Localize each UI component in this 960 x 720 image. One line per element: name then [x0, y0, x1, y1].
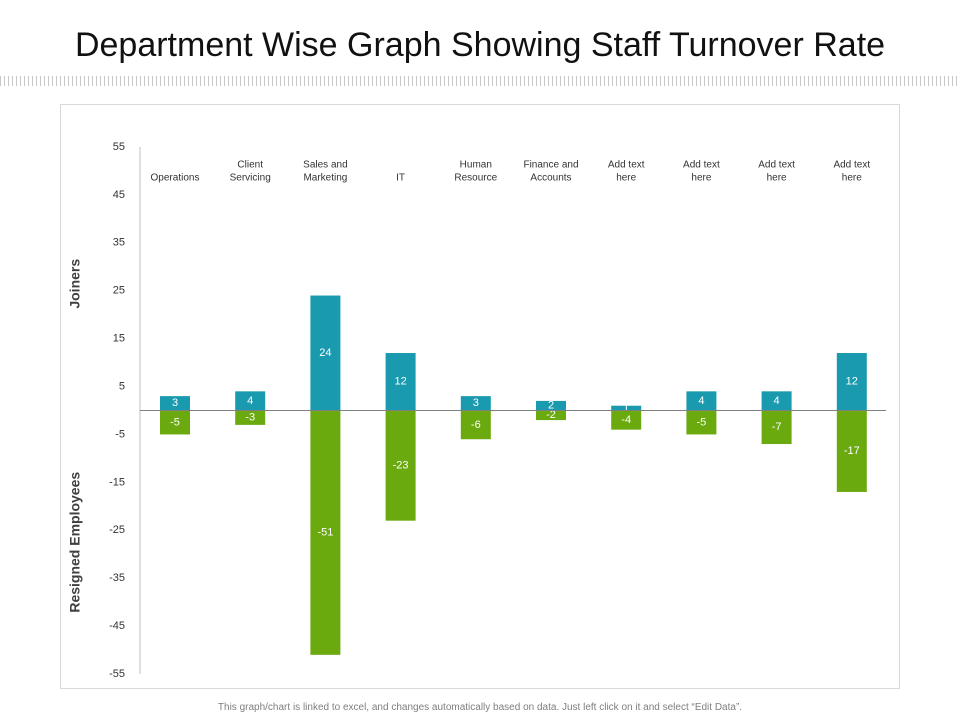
y-axis-title-resigned: Resigned Employees [67, 472, 83, 613]
data-label-resigned: -4 [621, 414, 631, 426]
bar-resigned [686, 410, 717, 435]
category-label: Sales and [303, 160, 347, 171]
data-label-joiners: 1 [623, 402, 629, 414]
y-tick-label: 5 [119, 380, 125, 392]
category-label: here [767, 173, 787, 184]
y-tick-label: -35 [109, 572, 125, 584]
bar-resigned [310, 410, 341, 655]
bar-resigned [235, 410, 266, 425]
y-tick-label: -5 [115, 428, 125, 440]
bar-joiners [235, 391, 266, 411]
category-label: IT [396, 173, 405, 184]
category-label: Add text [758, 160, 795, 171]
data-label-resigned: -23 [393, 460, 409, 472]
category-label: Marketing [303, 173, 347, 184]
y-tick-label: -25 [109, 524, 125, 536]
bar-resigned [536, 410, 566, 421]
category-label: here [691, 173, 711, 184]
y-tick-label: -15 [109, 476, 125, 488]
bar-resigned [160, 410, 190, 435]
y-tick-label: 45 [113, 189, 125, 201]
data-label-joiners: 4 [698, 395, 704, 407]
bar-joiners [310, 295, 341, 411]
category-label: Accounts [530, 173, 571, 184]
y-tick-label: -45 [109, 620, 125, 632]
bar-joiners [460, 396, 491, 411]
bar-resigned [385, 410, 416, 521]
chart-frame [60, 104, 900, 689]
title-divider [0, 76, 960, 86]
category-label: Add text [608, 160, 645, 171]
category-label: Add text [683, 160, 720, 171]
data-label-joiners: 12 [846, 376, 858, 388]
data-label-resigned: -17 [844, 445, 860, 457]
bar-joiners [536, 400, 566, 411]
category-label: Add text [833, 160, 870, 171]
category-label: Resource [454, 173, 497, 184]
page-title: Department Wise Graph Showing Staff Turn… [74, 26, 886, 64]
bar-joiners [385, 353, 416, 411]
data-label-resigned: -51 [317, 527, 333, 539]
category-label: Human [460, 160, 492, 171]
category-label: here [842, 173, 862, 184]
data-label-resigned: -5 [697, 416, 707, 428]
y-tick-label: 25 [113, 285, 125, 297]
bar-joiners [160, 396, 190, 411]
bar-resigned [611, 410, 642, 430]
category-label: here [616, 173, 636, 184]
y-tick-label: 15 [113, 333, 125, 345]
bar-joiners [761, 391, 792, 411]
bar-resigned [761, 410, 792, 445]
bar-resigned [460, 410, 491, 440]
data-label-joiners: 4 [247, 395, 253, 407]
bar-joiners [836, 353, 867, 411]
data-label-resigned: -2 [546, 409, 556, 421]
data-label-resigned: -6 [471, 419, 481, 431]
bar-joiners [686, 391, 717, 411]
data-label-joiners: 4 [774, 395, 780, 407]
bar-joiners [611, 405, 642, 411]
data-label-resigned: -5 [170, 416, 180, 428]
data-label-joiners: 3 [473, 397, 479, 409]
y-tick-label: -55 [109, 668, 125, 680]
data-label-joiners: 24 [319, 347, 331, 359]
data-label-resigned: -3 [245, 412, 255, 424]
data-label-joiners: 3 [172, 397, 178, 409]
data-label-resigned: -7 [772, 421, 782, 433]
bar-resigned [836, 410, 867, 492]
category-label: Finance and [523, 160, 578, 171]
category-label: Client [237, 160, 263, 171]
footnote: This graph/chart is linked to excel, and… [217, 702, 743, 713]
category-label: Servicing [230, 173, 271, 184]
y-axis-title-joiners: Joiners [67, 259, 83, 309]
data-label-joiners: 2 [548, 400, 554, 412]
category-label: Operations [151, 173, 200, 184]
data-label-joiners: 12 [394, 376, 406, 388]
y-tick-label: 35 [113, 237, 125, 249]
y-tick-label: 55 [113, 141, 125, 153]
